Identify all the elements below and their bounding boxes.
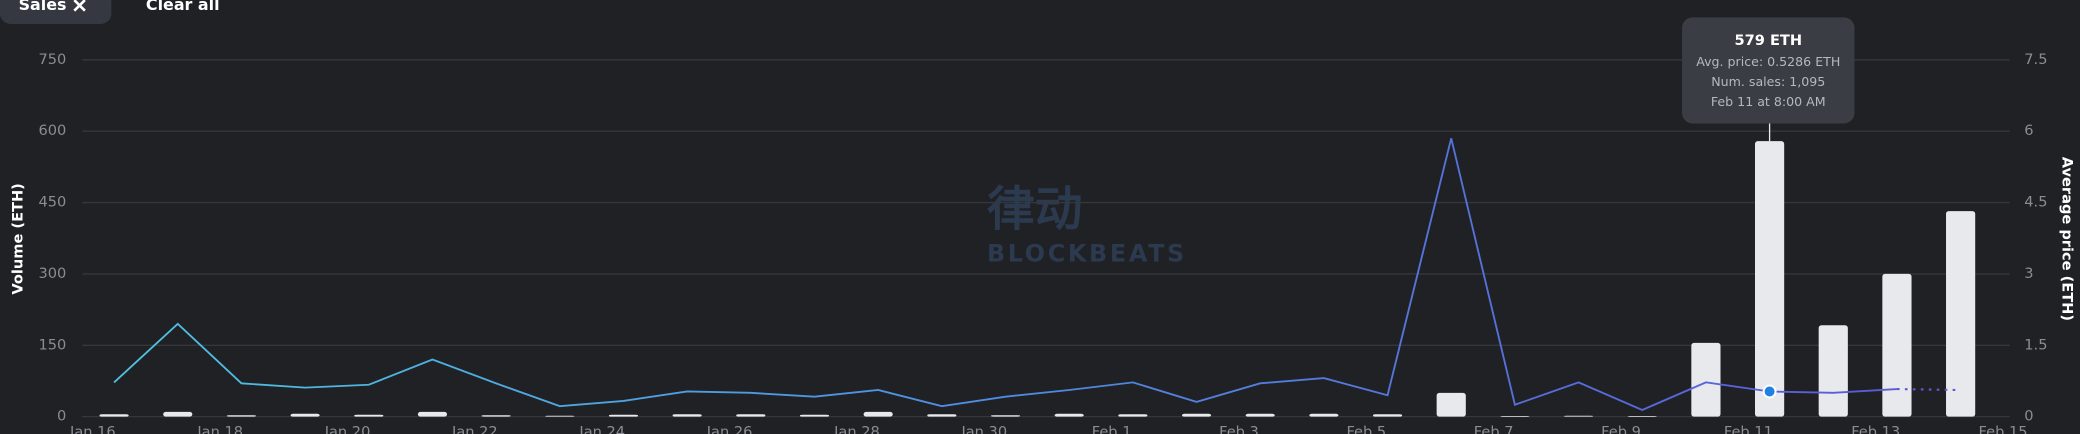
tooltip xyxy=(1682,17,1855,124)
bar xyxy=(1372,414,1403,417)
price-line xyxy=(113,138,1897,411)
y2-tick-label: 1.5 xyxy=(2024,336,2047,353)
tooltip-text: Num. sales: 1,095 xyxy=(1711,74,1825,89)
bar xyxy=(99,414,129,417)
watermark: BLOCKBEATS xyxy=(987,239,1187,267)
x-tick-label: Feb 11 xyxy=(1724,424,1773,434)
price-line-partial xyxy=(1896,387,1961,392)
bar xyxy=(354,414,384,417)
bar xyxy=(481,415,511,417)
bar xyxy=(163,411,193,417)
bar xyxy=(608,414,639,417)
tooltip-text: Feb 11 at 8:00 AM xyxy=(1711,94,1826,109)
bar xyxy=(990,415,1021,417)
x-tick-label: Jan 20 xyxy=(324,424,371,434)
x-tick-label: Feb 7 xyxy=(1474,424,1514,434)
y-tick-label: 750 xyxy=(38,51,66,68)
x-tick-label: Feb 3 xyxy=(1219,424,1259,434)
y2-tick-label: 0 xyxy=(2024,408,2033,425)
y-tick-label: 0 xyxy=(57,408,66,425)
y2-tick-label: 7.5 xyxy=(2024,51,2047,68)
x-tick-label: Feb 15 xyxy=(1979,424,2028,434)
x-tick-label: Jan 24 xyxy=(578,424,625,434)
x-tick-label: Jan 18 xyxy=(196,424,243,434)
bar xyxy=(1563,415,1594,417)
bar xyxy=(1882,273,1912,417)
bar xyxy=(417,411,448,417)
x-tick-label: Jan 22 xyxy=(451,424,498,434)
bar xyxy=(1755,141,1785,417)
bar xyxy=(1436,392,1466,417)
x-tick-label: Jan 16 xyxy=(69,424,116,434)
x-tick-label: Jan 30 xyxy=(960,424,1007,434)
bar xyxy=(1181,413,1212,417)
y-tick-label: 450 xyxy=(38,194,66,211)
bar xyxy=(545,415,575,417)
bar xyxy=(672,414,702,417)
bar xyxy=(1627,416,1657,417)
filter-chip[interactable] xyxy=(0,0,112,24)
chip-label: Sales xyxy=(19,0,67,14)
bar xyxy=(736,414,766,417)
y2-tick-label: 3 xyxy=(2024,265,2033,282)
y-tick-label: 300 xyxy=(38,265,66,282)
x-tick-label: Feb 13 xyxy=(1851,424,1900,434)
y-tick-label: 150 xyxy=(38,336,66,353)
x-tick-label: Feb 9 xyxy=(1601,424,1641,434)
tooltip-title: 579 ETH xyxy=(1734,32,1802,49)
bar xyxy=(1500,416,1530,417)
bar xyxy=(1245,413,1275,417)
y-tick-label: 600 xyxy=(38,122,66,139)
bar xyxy=(863,411,893,417)
hover-point xyxy=(1762,384,1777,399)
y2-tick-label: 6 xyxy=(2024,122,2033,139)
bar xyxy=(799,414,830,417)
chip-close[interactable] xyxy=(73,0,86,12)
x-tick-label: Jan 28 xyxy=(833,424,880,434)
bar xyxy=(927,414,957,417)
x-tick-label: Jan 26 xyxy=(706,424,753,434)
bar xyxy=(1691,342,1721,417)
clear-all[interactable]: Clear all xyxy=(146,0,220,14)
bar xyxy=(1118,414,1148,417)
bar xyxy=(1054,413,1084,417)
bar xyxy=(1818,325,1848,417)
bar xyxy=(1309,413,1339,417)
y2-tick-label: 4.5 xyxy=(2024,194,2047,211)
bar xyxy=(226,415,257,417)
bar xyxy=(290,413,320,417)
bar xyxy=(1946,211,1976,417)
watermark: 律动 xyxy=(987,182,1082,237)
tooltip-text: Avg. price: 0.5286 ETH xyxy=(1696,54,1840,69)
y2-axis-title: Average price (ETH) xyxy=(2059,157,2076,321)
x-tick-label: Feb 5 xyxy=(1346,424,1386,434)
y-axis-title: Volume (ETH) xyxy=(10,183,27,294)
x-tick-label: Feb 1 xyxy=(1092,424,1132,434)
